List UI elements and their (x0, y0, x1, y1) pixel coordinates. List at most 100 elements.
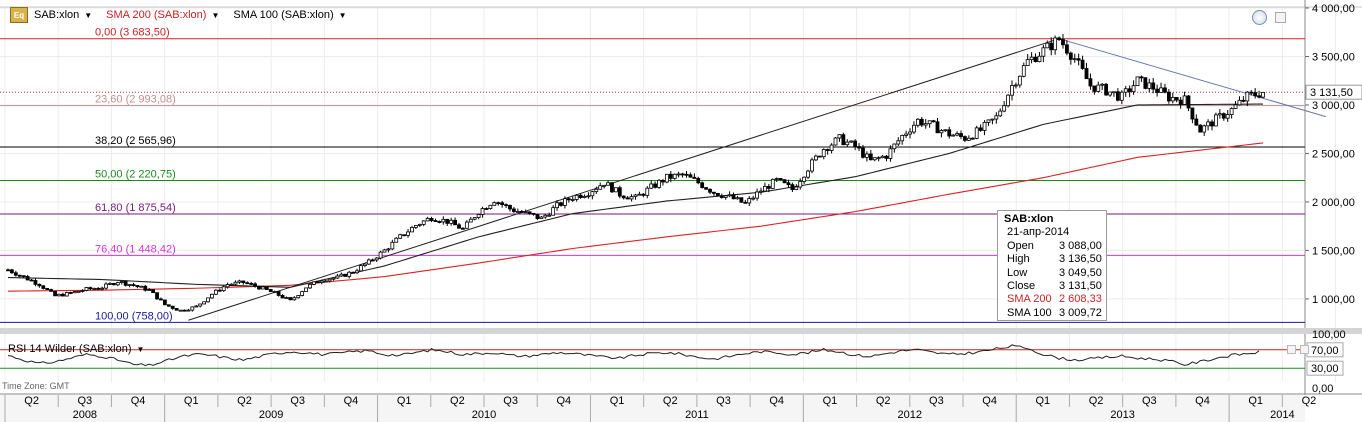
candle-body (853, 140, 858, 147)
tooltip-value: 3 136,50 (1059, 253, 1102, 266)
candle-body (763, 185, 767, 192)
candle-body (574, 194, 579, 200)
dropdown-arrow-icon[interactable]: ▼ (136, 344, 145, 354)
candle-body (535, 213, 540, 219)
dropdown-arrow-icon[interactable]: ▼ (84, 10, 93, 20)
sma-100-line (7, 103, 1264, 288)
year-label: 2013 (1110, 409, 1134, 421)
quarter-label: Q1 (610, 395, 625, 407)
candle-body (617, 187, 622, 197)
candle-body (429, 217, 434, 221)
candle-body (1100, 83, 1105, 86)
candle-body (10, 269, 14, 274)
candle-body (880, 155, 885, 159)
candle-body (449, 219, 454, 224)
price-tick-label: 1 500,00 (1312, 245, 1355, 257)
candle-body (1147, 82, 1152, 89)
candle-body (351, 271, 356, 274)
candle-body (888, 148, 893, 159)
tooltip-row: Open 3 088,00 (998, 240, 1106, 253)
minimize-icon[interactable] (1287, 345, 1296, 354)
sma-200-line (7, 142, 1264, 292)
candle-body (841, 134, 846, 146)
candle-body (264, 286, 269, 290)
quarter-label: Q4 (1195, 395, 1210, 407)
candle-body (817, 155, 822, 158)
candle-body (594, 188, 599, 193)
candle-body (1088, 78, 1093, 87)
candle-body (1241, 99, 1246, 102)
candle-body (1249, 91, 1254, 94)
candle-body (233, 281, 238, 285)
candle-body (606, 182, 610, 186)
candle-body (366, 259, 371, 265)
candle-body (810, 159, 814, 172)
dropdown-arrow-icon[interactable]: ▼ (211, 10, 220, 20)
candle-body (441, 218, 446, 223)
clock-icon[interactable] (1252, 10, 1267, 25)
candle-body (504, 204, 508, 207)
tooltip-rows: Open 3 088,00 High 3 136,50 Low 3 049,50 Close… (998, 240, 1106, 320)
legend-item-symbol[interactable]: SAB:xlon ▼ (34, 9, 92, 21)
candle-body (739, 197, 744, 203)
tooltip-key: SMA 200 (1007, 293, 1052, 306)
candle-body (13, 272, 18, 276)
candle-body (155, 292, 159, 300)
candle-body (1127, 88, 1132, 93)
candle-body (931, 120, 936, 123)
candle-body (61, 293, 65, 297)
candle-body (402, 234, 407, 237)
candle-body (1104, 83, 1109, 96)
candle-body (339, 273, 344, 277)
candle-body (731, 194, 736, 200)
candle-body (802, 176, 807, 182)
candle-body (602, 184, 607, 187)
candle-body (123, 281, 128, 286)
candle-body (629, 196, 634, 200)
candle-body (1092, 85, 1097, 92)
candle-body (1237, 99, 1242, 106)
candle-body (959, 133, 963, 137)
candle-body (406, 231, 410, 236)
candle-body (1182, 95, 1187, 105)
candle-body (178, 309, 183, 312)
candle-body (625, 197, 630, 200)
legend-item-sma200[interactable]: SMA 200 (SAB:xlon) ▼ (106, 9, 219, 21)
candle-body (578, 194, 583, 198)
candle-body (857, 146, 861, 149)
candle-body (927, 120, 932, 125)
dropdown-arrow-icon[interactable]: ▼ (338, 10, 347, 20)
rsi-label: RSI 14 Wilder (SAB:xlon) (8, 343, 132, 355)
candle-body (492, 202, 497, 206)
candle-body (1061, 39, 1065, 46)
candle-body (1123, 88, 1128, 93)
chart-corner-buttons (1252, 10, 1286, 25)
candle-body (370, 259, 375, 262)
candle-body (884, 155, 889, 159)
candle-body (696, 178, 701, 184)
panel-splitter[interactable] (0, 328, 1362, 334)
candle-body (1096, 84, 1101, 92)
candle-body (162, 299, 167, 306)
tooltip-row: SMA 100 3 009,72 (998, 307, 1106, 320)
tooltip-key: High (1007, 253, 1030, 266)
candle-body (743, 201, 748, 204)
close-icon[interactable] (1300, 345, 1309, 354)
candle-body (727, 194, 732, 197)
candle-body (1021, 65, 1026, 77)
tooltip-symbol: SAB:xlon (1004, 213, 1054, 225)
candle-body (135, 285, 140, 288)
legend-item-sma100[interactable]: SMA 100 (SAB:xlon) ▼ (233, 9, 346, 21)
candle-body (1057, 37, 1061, 40)
candle-body (194, 305, 199, 308)
year-label: 2010 (472, 409, 496, 421)
candle-body (1006, 94, 1010, 107)
maximize-icon[interactable] (1275, 12, 1286, 23)
candle-body (755, 191, 759, 199)
rsi-legend[interactable]: RSI 14 Wilder (SAB:xlon) ▼ (8, 343, 144, 355)
candle-body (382, 249, 387, 253)
candle-body (735, 197, 740, 200)
candle-body (645, 187, 650, 196)
quarter-label: Q3 (716, 395, 731, 407)
